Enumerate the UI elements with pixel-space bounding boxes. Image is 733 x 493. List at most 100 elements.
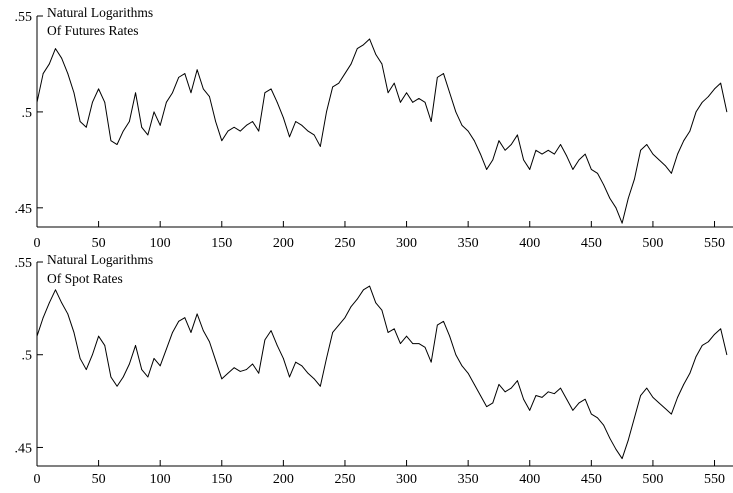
data-point: [165, 101, 167, 103]
data-point: [399, 343, 401, 344]
data-point: [541, 153, 543, 155]
data-point: [270, 330, 272, 332]
data-point: [584, 153, 586, 155]
data-point: [597, 417, 598, 419]
data-point: [319, 146, 321, 147]
data-point: [658, 159, 660, 161]
data-point: [498, 140, 500, 142]
y-tick-label: .5: [22, 349, 33, 364]
data-point: [726, 111, 728, 113]
data-point: [701, 101, 703, 103]
data-point: [202, 330, 204, 332]
data-point: [627, 197, 629, 199]
data-point: [424, 101, 426, 103]
data-point: [141, 369, 143, 370]
data-point: [264, 92, 266, 94]
data-point: [590, 413, 592, 415]
data-point: [498, 384, 500, 385]
chart-subtitle: Of Futures Rates: [47, 23, 139, 38]
data-point: [523, 159, 524, 161]
data-point: [523, 398, 524, 400]
data-point: [159, 365, 161, 367]
data-point: [363, 44, 364, 46]
data-point: [135, 92, 136, 94]
data-point: [387, 92, 389, 94]
chart-title: Natural Logarithms: [47, 252, 153, 267]
data-point: [282, 117, 284, 119]
data-point: [652, 153, 654, 155]
data-point: [202, 88, 204, 90]
data-point: [480, 395, 481, 396]
data-point: [122, 130, 124, 132]
data-point: [276, 345, 278, 346]
data-point: [42, 317, 44, 319]
data-point: [153, 358, 155, 359]
x-tick-label: 350: [458, 236, 479, 251]
data-point: [406, 92, 407, 94]
data-point: [270, 88, 272, 90]
data-point: [572, 169, 574, 170]
data-point: [707, 96, 709, 97]
data-point: [369, 285, 371, 287]
x-tick-label: 0: [34, 236, 41, 251]
data-point: [714, 333, 715, 335]
data-point: [566, 155, 568, 157]
data-point: [350, 63, 352, 65]
data-point: [547, 149, 549, 151]
data-point: [61, 302, 63, 304]
data-point: [480, 153, 481, 155]
data-point: [215, 121, 217, 122]
data-point: [720, 82, 722, 84]
data-point: [326, 358, 327, 359]
data-point: [110, 140, 112, 142]
data-point: [418, 98, 420, 99]
data-point: [664, 165, 666, 167]
data-point: [258, 130, 260, 132]
data-point: [233, 126, 235, 128]
data-point: [486, 406, 488, 408]
data-point: [98, 88, 99, 90]
x-tick-label: 400: [519, 236, 540, 251]
data-point: [209, 96, 210, 97]
data-point: [430, 121, 432, 122]
data-point: [209, 341, 210, 343]
data-point: [393, 328, 395, 330]
data-point: [701, 345, 703, 346]
x-tick-label: 50: [92, 236, 106, 251]
data-point: [467, 372, 469, 374]
data-point: [455, 354, 457, 356]
data-point: [510, 387, 512, 389]
data-point: [92, 354, 93, 356]
x-tick-label: 500: [642, 472, 663, 487]
data-point: [590, 169, 592, 170]
data-point: [399, 101, 401, 103]
x-tick-label: 100: [150, 236, 171, 251]
data-point: [289, 136, 290, 138]
data-point: [517, 380, 518, 382]
y-tick-label: .45: [15, 441, 33, 456]
data-point: [122, 376, 124, 378]
series-line: [36, 285, 728, 460]
data-point: [369, 38, 371, 40]
data-point: [449, 92, 451, 94]
data-point: [356, 48, 358, 50]
data-point: [461, 365, 463, 367]
data-point: [375, 53, 377, 55]
data-point: [356, 298, 358, 300]
data-point: [110, 376, 112, 378]
data-point: [153, 111, 155, 113]
data-point: [406, 335, 407, 337]
x-tick-label: 550: [704, 236, 725, 251]
data-point: [504, 391, 506, 393]
data-point: [55, 48, 56, 50]
data-point: [707, 341, 709, 343]
data-point: [184, 73, 186, 74]
data-point: [726, 354, 728, 356]
data-point: [412, 343, 414, 344]
data-point: [603, 184, 605, 186]
data-point: [492, 402, 494, 404]
data-point: [116, 385, 118, 387]
data-point: [529, 169, 531, 170]
data-point: [85, 369, 87, 370]
data-point: [252, 121, 253, 122]
